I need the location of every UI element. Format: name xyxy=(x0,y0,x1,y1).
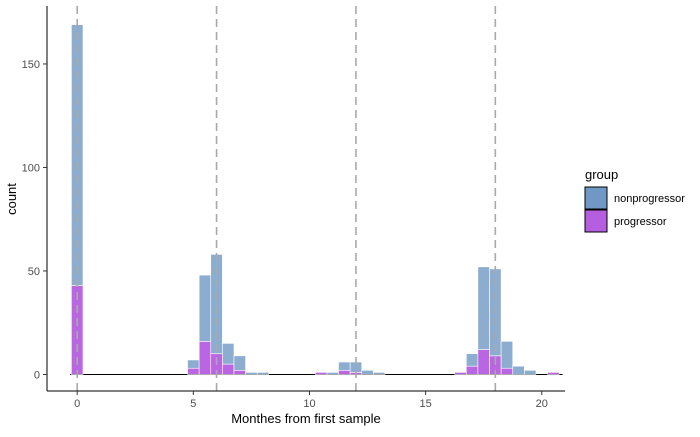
legend: group nonprogressor progressor xyxy=(584,167,685,233)
y-tick-label: 50 xyxy=(28,266,40,278)
bars-layer xyxy=(70,24,563,375)
bar-progressor xyxy=(314,372,328,375)
bar-nonprogressor xyxy=(465,353,479,367)
y-tick-label: 150 xyxy=(22,59,40,71)
legend-label-nonprogressor: nonprogressor xyxy=(614,193,685,205)
bar-nonprogressor xyxy=(256,372,270,375)
legend-key-progressor xyxy=(584,209,608,233)
x-tick-label: 20 xyxy=(536,398,548,410)
bar-nonprogressor xyxy=(187,359,200,369)
bar-progressor xyxy=(222,363,235,375)
bar-nonprogressor xyxy=(222,343,235,365)
bar-nonprogressor xyxy=(512,365,525,375)
bar-progressor xyxy=(454,372,467,375)
vlines-layer xyxy=(76,6,497,391)
axes-layer xyxy=(46,6,565,392)
legend-key-nonprogressor xyxy=(584,186,608,210)
bar-progressor xyxy=(187,367,200,375)
legend-label-progressor: progressor xyxy=(614,216,667,228)
legend-title: group xyxy=(585,167,618,182)
ticks-layer: 0 5 10 15 20 0 50 100 150 xyxy=(22,59,548,410)
bar-progressor xyxy=(500,367,514,375)
bar-nonprogressor xyxy=(361,370,374,375)
x-tick-label: 5 xyxy=(190,398,196,410)
x-axis-title: Monthes from first sample xyxy=(231,411,381,426)
bar-nonprogressor xyxy=(500,341,514,369)
x-tick-label: 0 xyxy=(74,398,80,410)
bar-nonprogressor xyxy=(233,355,246,371)
x-tick-label: 15 xyxy=(420,398,432,410)
bar-nonprogressor xyxy=(338,361,351,371)
y-tick-label: 0 xyxy=(34,369,40,381)
bar-progressor xyxy=(233,370,246,375)
bar-nonprogressor xyxy=(326,372,339,375)
bar-progressor xyxy=(465,365,479,375)
bar-progressor xyxy=(338,370,351,375)
bar-nonprogressor xyxy=(245,372,258,375)
x-tick-label: 10 xyxy=(303,398,315,410)
bar-progressor xyxy=(477,349,490,375)
bar-nonprogressor xyxy=(477,266,490,350)
bar-nonprogressor xyxy=(524,370,537,375)
bar-nonprogressor xyxy=(198,274,212,342)
bar-progressor xyxy=(198,341,212,375)
bar-nonprogressor xyxy=(373,372,386,375)
y-tick-label: 100 xyxy=(22,162,40,174)
bar-progressor xyxy=(547,372,560,375)
y-axis-title: count xyxy=(4,183,19,215)
